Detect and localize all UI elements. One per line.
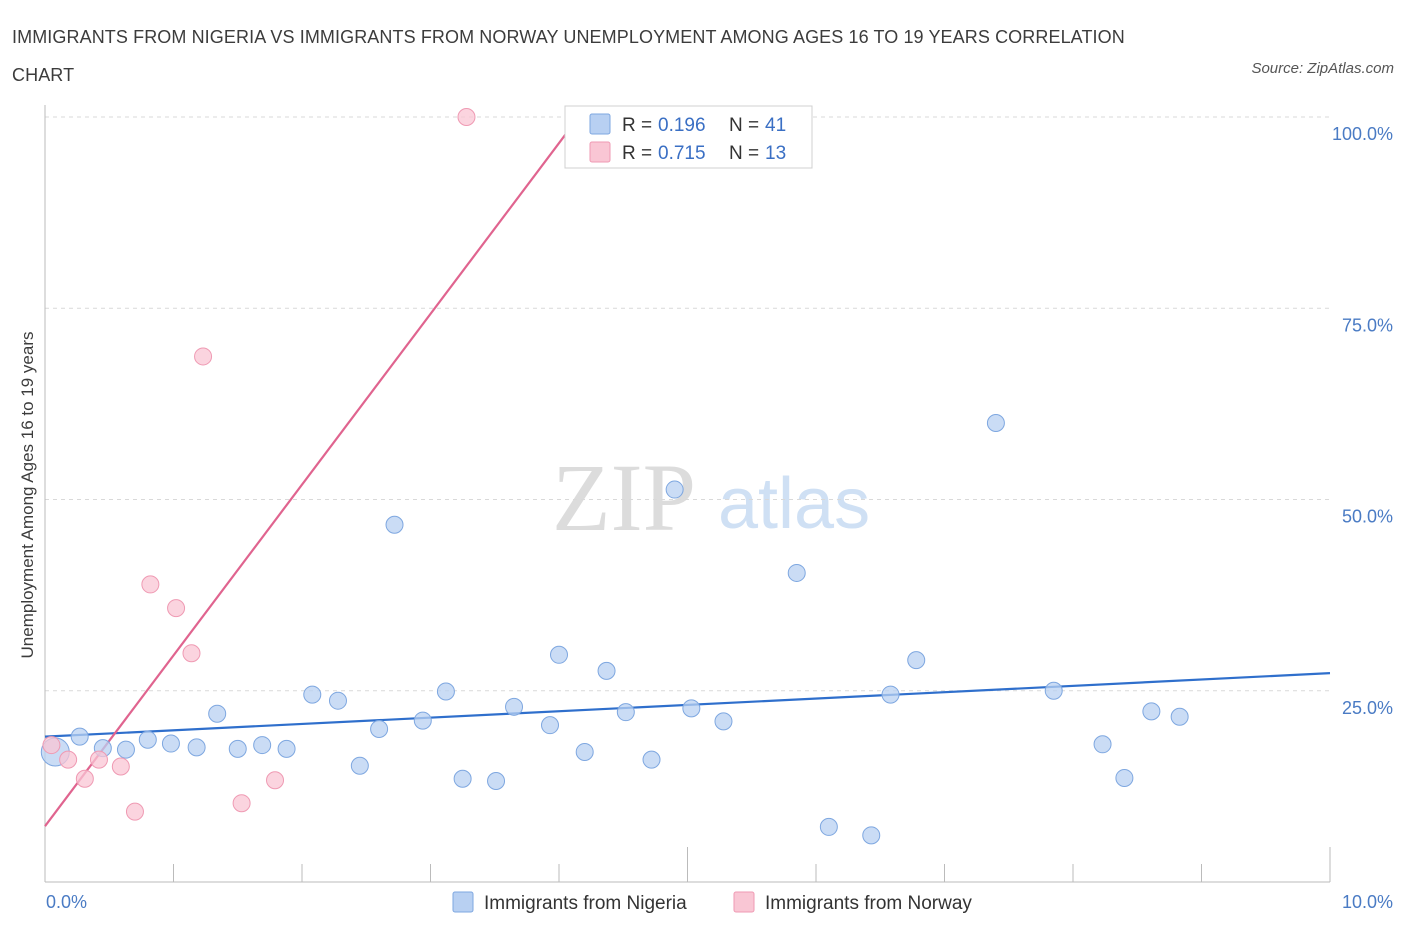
legend-n-value-nigeria: 41 (765, 115, 786, 136)
legend-r-label-norway: R = (622, 143, 652, 164)
point-nigeria-31 (819, 817, 838, 836)
point-nigeria-18 (453, 769, 472, 788)
point-nigeria-40 (1170, 707, 1189, 726)
point-nigeria-24 (597, 661, 616, 680)
point-nigeria-22 (550, 645, 568, 664)
point-norway-0 (42, 736, 61, 755)
x-tick-label-0: 0.0% (46, 892, 87, 912)
point-nigeria-21 (541, 716, 560, 735)
point-nigeria-16 (413, 711, 432, 730)
bottom-legend-label-nigeria: Immigrants from Nigeria (484, 893, 687, 914)
point-nigeria-5 (161, 734, 180, 753)
point-nigeria-35 (986, 414, 1005, 432)
point-norway-2 (75, 769, 94, 788)
legend-r-value-nigeria: 0.196 (658, 115, 706, 136)
point-norway-10 (232, 794, 251, 813)
grid (45, 116, 1330, 692)
trend-line-norway (44, 133, 567, 827)
legend-n-label-norway: N = (729, 143, 759, 164)
point-nigeria-17 (436, 682, 455, 701)
point-nigeria-8 (228, 739, 247, 758)
point-nigeria-39 (1142, 702, 1161, 721)
y-tick-label-3: 100.0% (1332, 124, 1393, 144)
point-norway-4 (111, 757, 130, 776)
legend-swatch-nigeria (589, 113, 611, 135)
point-nigeria-28 (682, 699, 701, 718)
chart-title: IMMIGRANTS FROM NIGERIA VS IMMIGRANTS FR… (12, 27, 1125, 85)
data-points (40, 108, 1189, 845)
point-norway-7 (167, 599, 186, 618)
point-nigeria-25 (616, 703, 635, 722)
point-norway-6 (141, 575, 160, 594)
point-nigeria-1 (70, 727, 89, 746)
y-tick-label-1: 50.0% (1342, 507, 1393, 527)
point-norway-12 (457, 108, 476, 126)
bottom-legend-swatch-norway (733, 891, 755, 913)
tick-labels: 25.0% 50.0% 75.0% 100.0% 0.0% 10.0% (46, 124, 1393, 912)
point-nigeria-15 (385, 515, 404, 534)
y-axis-label: Unemployment Among Ages 16 to 19 years (18, 332, 37, 659)
point-nigeria-26 (642, 750, 661, 769)
point-nigeria-19 (487, 772, 506, 791)
point-nigeria-4 (138, 730, 157, 749)
chart-source: Source: ZipAtlas.com (1251, 60, 1394, 77)
point-nigeria-29 (714, 712, 733, 731)
bottom-legend: Immigrants from Nigeria Immigrants from … (452, 891, 972, 914)
bottom-legend-label-norway: Immigrants from Norway (765, 893, 972, 914)
point-nigeria-20 (505, 697, 524, 716)
point-nigeria-33 (881, 685, 900, 704)
point-norway-5 (125, 802, 144, 821)
point-nigeria-12 (328, 691, 347, 710)
y-tick-label-2: 75.0% (1342, 315, 1393, 335)
watermark-atlas: atlas (718, 464, 870, 544)
legend-r-label-nigeria: R = (622, 115, 652, 136)
point-nigeria-6 (187, 738, 206, 757)
x-tick-label-1: 10.0% (1342, 892, 1393, 912)
point-norway-9 (194, 347, 213, 366)
point-nigeria-7 (208, 704, 227, 723)
point-norway-8 (182, 644, 201, 663)
legend-swatch-norway (589, 141, 611, 163)
point-nigeria-11 (303, 685, 322, 704)
point-nigeria-30 (787, 563, 806, 582)
point-norway-1 (59, 750, 78, 769)
point-nigeria-13 (350, 756, 369, 775)
point-nigeria-14 (370, 720, 389, 738)
legend-box: R = 0.196 N = 41 R = 0.715 N = 13 (564, 105, 813, 169)
point-norway-3 (89, 750, 108, 769)
point-nigeria-23 (575, 742, 594, 761)
legend-r-value-norway: 0.715 (658, 143, 706, 164)
point-nigeria-10 (277, 739, 296, 758)
point-nigeria-9 (253, 736, 272, 755)
point-nigeria-38 (1115, 768, 1134, 787)
y-tick-label-0: 25.0% (1342, 698, 1393, 718)
legend-n-label-nigeria: N = (729, 115, 759, 136)
point-nigeria-37 (1093, 735, 1112, 754)
bottom-legend-swatch-nigeria (452, 891, 474, 913)
point-nigeria-27 (665, 480, 684, 499)
watermark: ZIP atlas (552, 444, 870, 551)
legend-n-value-norway: 13 (765, 143, 786, 164)
point-norway-11 (266, 771, 285, 790)
point-nigeria-3 (116, 740, 135, 759)
point-nigeria-36 (1044, 681, 1063, 700)
point-nigeria-34 (907, 651, 926, 670)
point-nigeria-32 (862, 826, 881, 845)
